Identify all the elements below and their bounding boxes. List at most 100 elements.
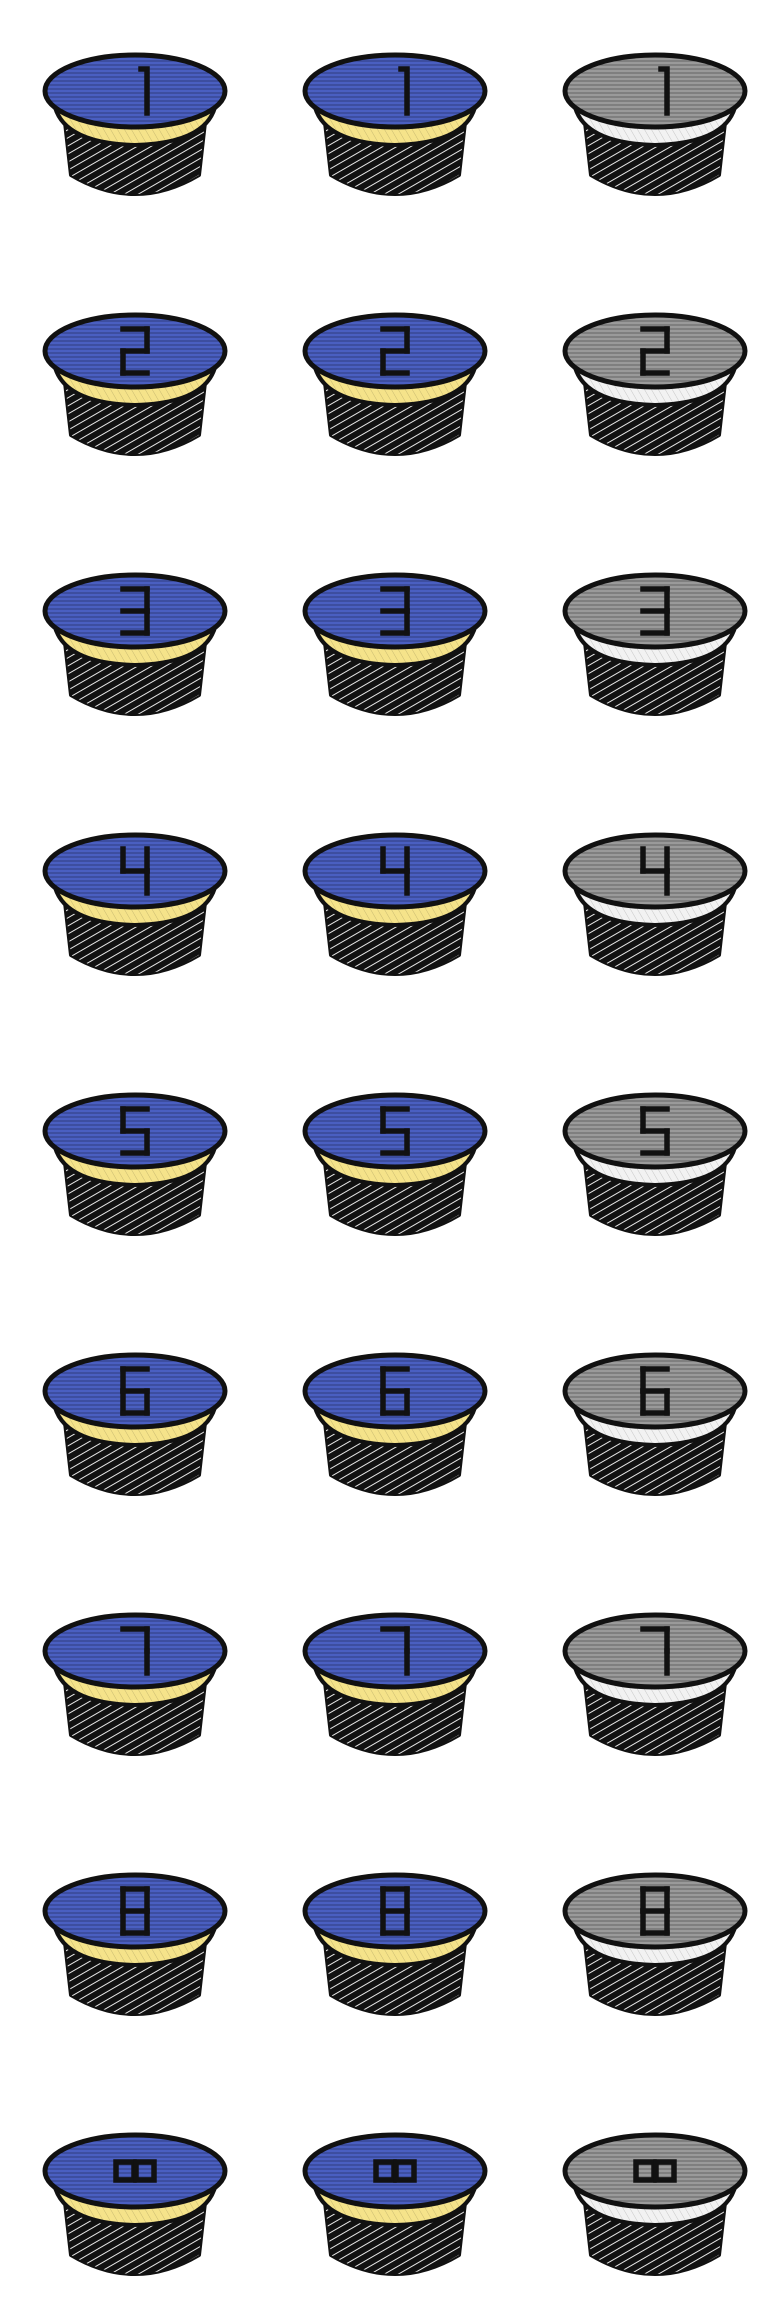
cap-number: [380, 326, 410, 376]
tile-label: 3: [295, 745, 296, 746]
bumper-cap: [42, 52, 228, 130]
bumper-icon: [562, 1872, 748, 2016]
bumper-tile-7-active[interactable]: 7: [35, 1595, 235, 1785]
cap-number: [658, 66, 670, 116]
bumper-tile-3-inactive[interactable]: 3: [555, 555, 755, 745]
cap-number: [120, 1886, 150, 1936]
cap-number: [138, 66, 150, 116]
bumper-icon: [42, 2132, 228, 2276]
tile-label: 4: [555, 1005, 556, 1006]
bumper-icon: [562, 52, 748, 196]
bumper-cap: [302, 52, 488, 130]
bumper-icon: [42, 572, 228, 716]
bumper-tile-5-active[interactable]: 5: [295, 1075, 495, 1265]
tile-label: 6: [35, 1525, 36, 1526]
bumper-icon: [562, 572, 748, 716]
bumper-icon: [42, 832, 228, 976]
bumper-cap: [562, 52, 748, 130]
tile-label: 2: [555, 485, 556, 486]
bumper-cap: [562, 1612, 748, 1690]
bumper-cap: [42, 1872, 228, 1950]
bumper-icon: [302, 1092, 488, 1236]
bumper-tile-4-inactive[interactable]: 4: [555, 815, 755, 1005]
bumper-tile-infinity-active[interactable]: ∞: [35, 2115, 235, 2305]
bumper-tile-2-active[interactable]: 2: [35, 295, 235, 485]
bumper-tile-2-inactive[interactable]: 2: [555, 295, 755, 485]
bumper-tile-1-active[interactable]: 1: [295, 35, 495, 225]
bumper-tile-8-active[interactable]: 8: [35, 1855, 235, 2045]
bumper-tile-1-inactive[interactable]: 1: [555, 35, 755, 225]
bumper-icon: [562, 312, 748, 456]
bumper-tile-3-active[interactable]: 3: [35, 555, 235, 745]
bumper-icon: [42, 1352, 228, 1496]
bumper-icon: [562, 832, 748, 976]
bumper-cap: [302, 1612, 488, 1690]
cap-number: [120, 1106, 150, 1156]
tile-label: 6: [295, 1525, 296, 1526]
cap-number: [380, 1626, 410, 1676]
cap-number: [380, 846, 410, 896]
cap-number: [380, 1886, 410, 1936]
tile-label: 1: [295, 225, 296, 226]
bumper-tile-7-inactive[interactable]: 7: [555, 1595, 755, 1785]
bumper-tile-1-active[interactable]: 1: [35, 35, 235, 225]
cap-number: [398, 66, 410, 116]
bumper-cap: [42, 1612, 228, 1690]
bumper-icon: [562, 1352, 748, 1496]
tile-label: 1: [35, 225, 36, 226]
bumper-tile-infinity-active[interactable]: ∞: [295, 2115, 495, 2305]
cap-number: [120, 326, 150, 376]
bumper-icon: [302, 312, 488, 456]
tile-label: 8: [555, 2045, 556, 2046]
bumper-tile-8-inactive[interactable]: 8: [555, 1855, 755, 2045]
bumper-icon: [302, 1612, 488, 1756]
bumper-tile-8-active[interactable]: 8: [295, 1855, 495, 2045]
tile-label: 8: [295, 2045, 296, 2046]
cap-number: [380, 586, 410, 636]
bumper-tile-6-active[interactable]: 6: [295, 1335, 495, 1525]
bumper-tile-7-active[interactable]: 7: [295, 1595, 495, 1785]
bumper-icon: [42, 1872, 228, 2016]
bumper-icon: [302, 832, 488, 976]
cap-number: [640, 1886, 670, 1936]
tile-label: 4: [35, 1005, 36, 1006]
bumper-icon: [302, 52, 488, 196]
tile-label: 2: [295, 485, 296, 486]
tile-label: 5: [555, 1265, 556, 1266]
cap-number: [120, 1366, 150, 1416]
tile-label: 5: [35, 1265, 36, 1266]
tile-label: 7: [555, 1785, 556, 1786]
bumper-icon: [562, 1092, 748, 1236]
cap-number: [120, 586, 150, 636]
tile-label: 3: [555, 745, 556, 746]
bumper-tile-4-active[interactable]: 4: [35, 815, 235, 1005]
cap-number: [633, 2159, 677, 2183]
bumper-icon: [302, 1352, 488, 1496]
bumper-tile-4-active[interactable]: 4: [295, 815, 495, 1005]
cap-number: [120, 1626, 150, 1676]
bumper-icon: [42, 312, 228, 456]
bumper-tile-2-active[interactable]: 2: [295, 295, 495, 485]
bumper-icon: [302, 1872, 488, 2016]
tile-label: 8: [35, 2045, 36, 2046]
cap-number: [640, 846, 670, 896]
bumper-tile-6-active[interactable]: 6: [35, 1335, 235, 1525]
tile-label: 4: [295, 1005, 296, 1006]
bumper-tile-6-inactive[interactable]: 6: [555, 1335, 755, 1525]
bumper-tile-infinity-inactive[interactable]: ∞: [555, 2115, 755, 2305]
cap-number: [640, 1626, 670, 1676]
bumper-tile-5-inactive[interactable]: 5: [555, 1075, 755, 1265]
tile-label: 7: [35, 1785, 36, 1786]
cap-number: [380, 1366, 410, 1416]
cap-number: [373, 2159, 417, 2183]
tile-label: 6: [555, 1525, 556, 1526]
cap-number: [120, 846, 150, 896]
bumper-icon: [302, 2132, 488, 2276]
tile-label: 2: [35, 485, 36, 486]
bumper-tile-5-active[interactable]: 5: [35, 1075, 235, 1265]
bumper-icon: [42, 52, 228, 196]
bumper-icon: [562, 1612, 748, 1756]
cap-number: [640, 326, 670, 376]
bumper-tile-3-active[interactable]: 3: [295, 555, 495, 745]
